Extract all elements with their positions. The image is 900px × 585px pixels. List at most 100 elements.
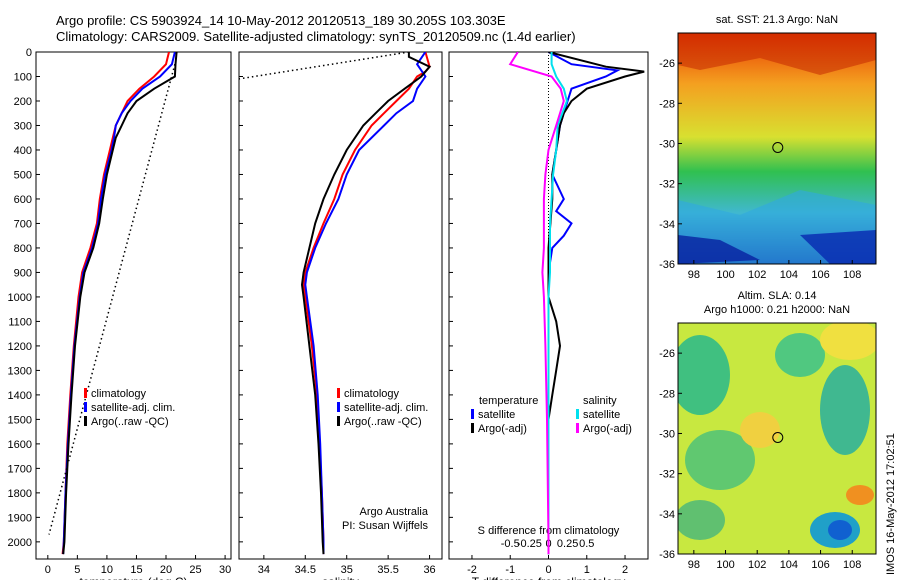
y-tick-label: 1000 [8, 292, 32, 304]
legend-swatch [84, 388, 87, 398]
sst-y-tick-label: -32 [659, 179, 675, 191]
legend-heading-temperature: temperature [479, 395, 538, 407]
x-tick-label: 36 [423, 564, 435, 576]
y-tick-label: 600 [14, 194, 32, 206]
sla-y-tick-label: -28 [659, 388, 675, 400]
x-tick-label: -1 [505, 564, 515, 576]
x-tick-label: 5 [74, 564, 80, 576]
x-tick-label: 0 [545, 564, 551, 576]
sst-x-tick-label: 102 [748, 269, 766, 281]
sst-y-tick-label: -36 [659, 259, 675, 271]
sla-title: Altim. SLA: 0.14 [738, 290, 817, 302]
annotation-text: Argo Australia [360, 506, 429, 518]
x-top-tick-label: 0.5 [579, 538, 594, 550]
sst-x-tick-label: 98 [688, 269, 700, 281]
x-tick-label: 2 [622, 564, 628, 576]
sst-x-tick-label: 100 [716, 269, 734, 281]
sst-x-tick-label: 108 [843, 269, 861, 281]
x-top-tick-label: -0.25 [517, 538, 542, 550]
x-tick-label: 20 [160, 564, 172, 576]
sla-x-tick-label: 108 [843, 559, 861, 571]
x-tick-label: 15 [130, 564, 142, 576]
x-axis-label: T difference from climatology [472, 575, 626, 580]
sla-y-tick-label: -36 [659, 549, 675, 561]
y-tick-label: 100 [14, 71, 32, 83]
sla-x-tick-label: 102 [748, 559, 766, 571]
series-raw [48, 64, 176, 535]
legend-label: satellite-adj. clim. [344, 402, 428, 414]
legend-swatch [337, 416, 340, 426]
legend-label: Argo(..raw -QC) [91, 416, 169, 428]
series-argo-raw-qc- [62, 52, 178, 555]
y-tick-label: 1400 [8, 390, 32, 402]
x-top-tick-label: 0.25 [557, 538, 578, 550]
title-line1: Argo profile: CS 5903924_14 10-May-2012 … [56, 13, 506, 28]
annotation-text: PI: Susan Wijffels [342, 520, 428, 532]
legend-label: satellite-adj. clim. [91, 402, 175, 414]
x-tick-label: 35.5 [377, 564, 398, 576]
legend-swatch [471, 409, 474, 419]
chart-temperature: 0 5 10 15 20 25 300100200300400500600700800900… [8, 47, 232, 580]
sst-y-tick-label: -26 [659, 58, 675, 70]
y-tick-label: 800 [14, 243, 32, 255]
x-axis-label: temperature (deg C) [79, 575, 187, 580]
x-axis-label: salinity [322, 575, 359, 580]
y-tick-label: 1300 [8, 365, 32, 377]
sla-y-tick-label: -34 [659, 509, 675, 521]
legend-swatch [471, 423, 474, 433]
y-tick-label: 1500 [8, 414, 32, 426]
sla-y-tick-label: -32 [659, 469, 675, 481]
legend-label: climatology [344, 388, 400, 400]
sla-argo-marker [772, 431, 784, 443]
y-tick-label: 2000 [8, 537, 32, 549]
legend-label: Argo(-adj) [583, 423, 632, 435]
sla-map [678, 323, 876, 554]
y-tick-label: 400 [14, 145, 32, 157]
y-tick-label: 1800 [8, 488, 32, 500]
y-tick-label: 1600 [8, 439, 32, 451]
legend-label: climatology [91, 388, 147, 400]
y-tick-label: 900 [14, 267, 32, 279]
sst-map [678, 33, 876, 264]
legend-label: satellite [478, 409, 515, 421]
legend-heading-salinity: salinity [583, 395, 617, 407]
y-tick-label: 300 [14, 120, 32, 132]
sst-x-tick-label: 104 [780, 269, 798, 281]
x-tick-label: 34 [258, 564, 270, 576]
series-argo-raw-qc- [300, 52, 432, 555]
sst-y-tick-label: -28 [659, 98, 675, 110]
sst-y-tick-label: -30 [659, 138, 675, 150]
x-tick-label: -2 [467, 564, 477, 576]
title-line2: Climatology: CARS2009. Satellite-adjuste… [56, 29, 576, 44]
sla-x-tick-label: 100 [716, 559, 734, 571]
legend-label: satellite [583, 409, 620, 421]
x-tick-label: 30 [219, 564, 231, 576]
y-tick-label: 1100 [8, 316, 32, 328]
y-tick-label: 200 [14, 96, 32, 108]
sst-title: sat. SST: 21.3 Argo: NaN [716, 14, 838, 26]
x-tick-label: 35 [341, 564, 353, 576]
x-tick-label: 25 [189, 564, 201, 576]
sst-y-tick-label: -34 [659, 219, 675, 231]
sla-x-tick-label: 98 [688, 559, 700, 571]
plot-frame [238, 51, 443, 560]
y-tick-label: 700 [14, 218, 32, 230]
sla-x-tick-label: 104 [780, 559, 798, 571]
sla-y-tick-label: -30 [659, 428, 675, 440]
series-raw [239, 52, 410, 80]
stamp-text: IMOS 16-May-2012 17:02:51 [885, 433, 897, 575]
legend-swatch [337, 388, 340, 398]
legend-label: Argo(..raw -QC) [344, 416, 422, 428]
y-tick-label: 500 [14, 169, 32, 181]
sla-x-tick-label: 106 [811, 559, 829, 571]
series-s-satellite [547, 52, 568, 555]
legend-label: Argo(-adj) [478, 423, 527, 435]
plot-frame [35, 51, 232, 560]
sst-argo-marker [772, 141, 784, 153]
legend-swatch [576, 423, 579, 433]
x-tick-label: 34.5 [295, 564, 316, 576]
series-s-argo-adj- [508, 52, 565, 555]
x-top-tick-label: -0.5 [501, 538, 520, 550]
